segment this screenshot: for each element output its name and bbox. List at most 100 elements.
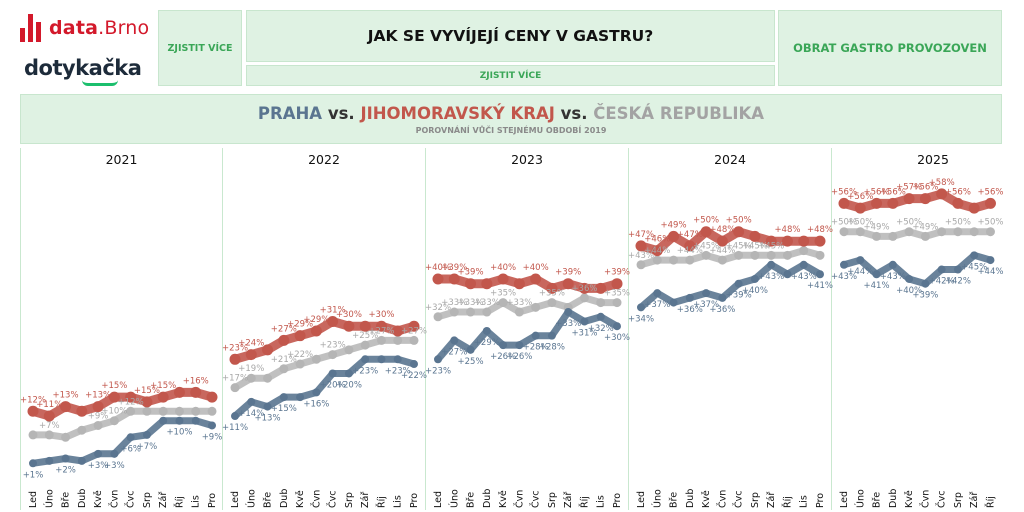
data-point[interactable] xyxy=(636,260,646,270)
data-point[interactable] xyxy=(816,270,824,279)
data-point[interactable] xyxy=(262,344,274,356)
data-point[interactable] xyxy=(375,320,387,332)
data-point[interactable] xyxy=(717,255,727,265)
data-point[interactable] xyxy=(669,298,678,307)
data-point[interactable] xyxy=(887,197,899,209)
data-point[interactable] xyxy=(855,227,865,237)
data-point[interactable] xyxy=(327,316,339,327)
data-point[interactable] xyxy=(448,273,460,285)
data-point[interactable] xyxy=(702,289,711,298)
data-point[interactable] xyxy=(798,235,810,247)
data-point[interactable] xyxy=(61,454,70,463)
data-point[interactable] xyxy=(263,402,272,411)
data-point[interactable] xyxy=(653,289,662,298)
data-point[interactable] xyxy=(635,240,647,252)
data-point[interactable] xyxy=(936,188,948,200)
data-point[interactable] xyxy=(652,255,662,265)
data-point[interactable] xyxy=(700,226,712,238)
data-point[interactable] xyxy=(359,320,371,332)
data-point[interactable] xyxy=(766,250,776,260)
data-point[interactable] xyxy=(734,279,743,288)
data-point[interactable] xyxy=(783,270,792,279)
data-point[interactable] xyxy=(28,430,38,440)
data-point[interactable] xyxy=(191,406,201,416)
data-point[interactable] xyxy=(968,202,980,214)
data-point[interactable] xyxy=(108,391,120,403)
data-point[interactable] xyxy=(839,227,849,237)
data-point[interactable] xyxy=(191,416,200,425)
data-point[interactable] xyxy=(278,334,290,346)
data-point[interactable] xyxy=(564,308,573,317)
data-point[interactable] xyxy=(175,416,184,425)
data-point[interactable] xyxy=(310,325,322,337)
data-point[interactable] xyxy=(408,320,420,332)
data-point[interactable] xyxy=(668,230,680,242)
data-point[interactable] xyxy=(159,416,168,425)
data-point[interactable] xyxy=(750,274,759,283)
data-point[interactable] xyxy=(840,260,848,269)
data-point[interactable] xyxy=(311,354,321,364)
data-point[interactable] xyxy=(937,227,947,237)
data-point[interactable] xyxy=(27,405,39,417)
data-point[interactable] xyxy=(499,341,508,350)
data-point[interactable] xyxy=(158,406,168,416)
data-point[interactable] xyxy=(174,406,184,416)
data-point[interactable] xyxy=(190,386,202,398)
data-point[interactable] xyxy=(562,278,574,290)
data-point[interactable] xyxy=(157,391,169,403)
data-point[interactable] xyxy=(45,456,54,465)
data-point[interactable] xyxy=(701,250,711,260)
data-point[interactable] xyxy=(530,273,542,285)
data-point[interactable] xyxy=(611,278,623,290)
data-point[interactable] xyxy=(750,250,760,260)
data-point[interactable] xyxy=(263,373,273,383)
data-point[interactable] xyxy=(44,430,54,440)
data-point[interactable] xyxy=(208,421,216,430)
data-brno-logo[interactable]: data.Brno xyxy=(20,12,149,44)
data-point[interactable] xyxy=(482,326,491,335)
data-point[interactable] xyxy=(547,298,557,308)
data-point[interactable] xyxy=(60,401,72,413)
data-point[interactable] xyxy=(247,397,256,406)
data-point[interactable] xyxy=(173,386,185,398)
data-point[interactable] xyxy=(595,282,607,294)
data-point[interactable] xyxy=(903,193,915,205)
data-point[interactable] xyxy=(61,432,71,442)
data-point[interactable] xyxy=(782,250,792,260)
data-point[interactable] xyxy=(29,459,37,468)
data-point[interactable] xyxy=(245,349,257,361)
data-point[interactable] xyxy=(612,298,622,308)
data-point[interactable] xyxy=(684,240,696,252)
data-point[interactable] xyxy=(343,320,355,332)
data-point[interactable] xyxy=(513,278,525,290)
learn-more-button-center[interactable]: ZJISTIT VÍCE xyxy=(246,65,775,86)
data-point[interactable] xyxy=(76,405,88,417)
data-point[interactable] xyxy=(229,353,241,365)
data-point[interactable] xyxy=(596,312,605,321)
data-point[interactable] xyxy=(279,364,289,374)
data-point[interactable] xyxy=(110,449,119,458)
data-point[interactable] xyxy=(449,307,459,317)
data-point[interactable] xyxy=(466,307,476,317)
data-point[interactable] xyxy=(685,255,695,265)
data-point[interactable] xyxy=(392,325,404,337)
data-point[interactable] xyxy=(984,197,996,209)
learn-more-button-left[interactable]: ZJISTIT VÍCE xyxy=(158,10,242,86)
data-point[interactable] xyxy=(854,202,866,214)
data-point[interactable] xyxy=(613,322,621,331)
data-point[interactable] xyxy=(749,230,761,242)
data-point[interactable] xyxy=(767,260,776,269)
data-point[interactable] xyxy=(393,355,402,364)
data-point[interactable] xyxy=(92,401,104,413)
data-point[interactable] xyxy=(547,331,556,340)
data-point[interactable] xyxy=(952,197,964,209)
data-point[interactable] xyxy=(937,265,946,274)
data-point[interactable] xyxy=(765,235,777,247)
data-point[interactable] xyxy=(921,279,930,288)
data-point[interactable] xyxy=(814,235,826,247)
data-point[interactable] xyxy=(718,293,727,302)
data-point[interactable] xyxy=(206,391,218,403)
data-point[interactable] xyxy=(109,416,119,426)
data-point[interactable] xyxy=(498,298,508,308)
data-point[interactable] xyxy=(872,270,881,279)
